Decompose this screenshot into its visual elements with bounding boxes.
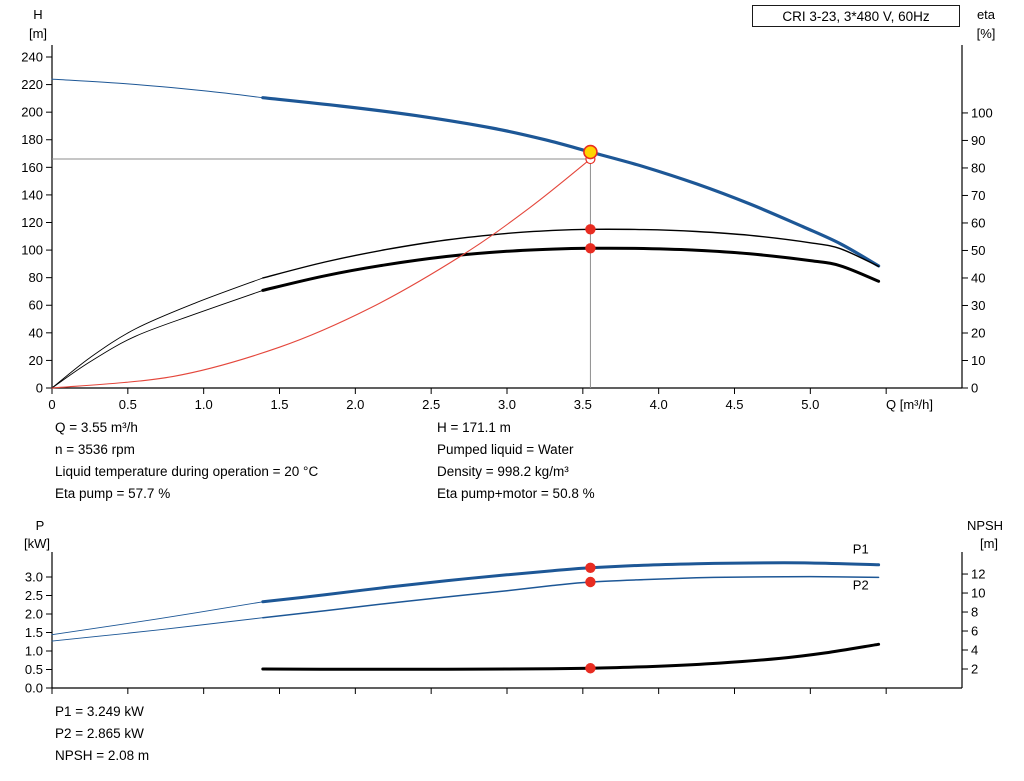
y-left-tick-label: 140 xyxy=(21,187,43,202)
speed-text: n = 3536 rpm xyxy=(55,442,135,457)
y-left-tick-label: 0.0 xyxy=(25,681,43,696)
y-right-tick-label: 40 xyxy=(971,270,985,285)
eta-pump-motor-curve xyxy=(261,246,881,292)
y-left-tick-label: 100 xyxy=(21,243,43,258)
x-tick-label: 1.0 xyxy=(195,397,213,412)
npsh-text: NPSH = 2.08 m xyxy=(55,748,150,763)
p1-curve xyxy=(261,561,881,604)
y-left-tick-label: 20 xyxy=(29,353,43,368)
y-left-tick-label: 60 xyxy=(29,298,43,313)
x-tick-label: 1.5 xyxy=(270,397,288,412)
y-right-tick-label: 12 xyxy=(971,567,985,582)
duty-info-right: H = 171.1 m Pumped liquid = Water Densit… xyxy=(437,417,595,505)
pumped-liquid-text: Pumped liquid = Water xyxy=(437,442,574,457)
y-left-tick-label: 3.0 xyxy=(25,570,43,585)
y-left-tick-label: 40 xyxy=(29,325,43,340)
operating-point-dot xyxy=(585,243,596,254)
y-left-tick-label: 160 xyxy=(21,160,43,175)
duty-head-text: H = 171.1 m xyxy=(437,420,511,435)
x-tick-label: 3.0 xyxy=(498,397,516,412)
eta-pump-extension xyxy=(51,277,264,389)
x-tick-label: 2.0 xyxy=(346,397,364,412)
y-left-tick-label: 0.5 xyxy=(25,662,43,677)
power-npsh-chart: 0.0 0.5 1.0 1.5 2.0 2.5 3.0 2 4 6 8 10 12 P1 P2 P [kW] NP… xyxy=(24,518,1003,696)
x-axis-title: Q [m³/h] xyxy=(886,397,933,412)
pump-curve-extension xyxy=(51,78,264,99)
y-right-tick-label: 80 xyxy=(971,160,985,175)
y-right-tick-label: 10 xyxy=(971,353,985,368)
x-tick-label: 0 xyxy=(48,397,55,412)
operating-point-dot xyxy=(585,663,596,674)
y-right-axis-title: NPSH xyxy=(967,518,1003,533)
y-left-tick-label: 1.5 xyxy=(25,625,43,640)
p2-extension xyxy=(51,617,264,642)
y-left-tick-label: 0 xyxy=(36,381,43,396)
y-left-tick-label: 180 xyxy=(21,132,43,147)
eta-pump-motor-extension xyxy=(51,289,264,389)
y-left-tick-label: 2.5 xyxy=(25,588,43,603)
y-right-axis-title: [m] xyxy=(980,536,998,551)
x-tick-label: 0.5 xyxy=(119,397,137,412)
p2-curve xyxy=(262,575,880,619)
pump-curve xyxy=(261,96,881,268)
x-tick-label: 2.5 xyxy=(422,397,440,412)
series-label-p1: P1 xyxy=(853,541,869,556)
y-right-tick-label: 20 xyxy=(971,325,985,340)
y-right-tick-label: 0 xyxy=(971,381,978,396)
p1-text: P1 = 3.249 kW xyxy=(55,704,144,719)
p1-extension xyxy=(51,601,264,636)
y-left-axis-title: H xyxy=(33,7,42,22)
density-text: Density = 998.2 kg/m³ xyxy=(437,464,569,479)
operating-point-dot xyxy=(585,562,596,573)
y-right-tick-label: 4 xyxy=(971,643,978,658)
duty-flow-text: Q = 3.55 m³/h xyxy=(55,420,138,435)
series-label-p2: P2 xyxy=(853,578,869,593)
operating-point-dot xyxy=(585,224,596,235)
y-left-axis-title: [kW] xyxy=(24,536,50,551)
y-right-axis-title: eta xyxy=(977,7,996,22)
y-left-tick-label: 200 xyxy=(21,105,43,120)
y-right-tick-label: 30 xyxy=(971,298,985,313)
y-left-tick-label: 220 xyxy=(21,77,43,92)
y-right-tick-label: 8 xyxy=(971,605,978,620)
y-left-tick-label: 120 xyxy=(21,215,43,230)
y-right-tick-label: 70 xyxy=(971,188,985,203)
y-right-tick-label: 100 xyxy=(971,105,993,120)
head-efficiency-chart: 0 0.5 1.0 1.5 2.0 2.5 3.0 3.5 4.0 4.5 5.0 0 20 40 60 80… xyxy=(21,7,996,412)
y-right-tick-label: 10 xyxy=(971,586,985,601)
power-info: P1 = 3.249 kW P2 = 2.865 kW NPSH = 2.08 … xyxy=(55,701,149,767)
duty-info-left: Q = 3.55 m³/h n = 3536 rpm Liquid temper… xyxy=(55,417,318,505)
y-left-tick-label: 1.0 xyxy=(25,644,43,659)
y-left-tick-label: 2.0 xyxy=(25,607,43,622)
pump-model-box: CRI 3-23, 3*480 V, 60Hz xyxy=(752,5,960,27)
y-right-tick-label: 6 xyxy=(971,624,978,639)
system-curve xyxy=(51,158,591,389)
x-tick-label: 5.0 xyxy=(801,397,819,412)
y-right-tick-label: 90 xyxy=(971,133,985,148)
y-right-axis-title: [%] xyxy=(977,26,996,41)
y-left-tick-label: 240 xyxy=(21,49,43,64)
y-left-axis-title: [m] xyxy=(29,26,47,41)
y-right-tick-label: 60 xyxy=(971,215,985,230)
y-left-axis-title: P xyxy=(36,518,45,533)
x-tick-label: 3.5 xyxy=(574,397,592,412)
y-right-tick-label: 2 xyxy=(971,662,978,677)
liquid-temp-text: Liquid temperature during operation = 20… xyxy=(55,464,319,479)
y-left-tick-label: 80 xyxy=(29,270,43,285)
eta-pump-text: Eta pump = 57.7 % xyxy=(55,486,171,501)
x-tick-label: 4.0 xyxy=(650,397,668,412)
npsh-curve xyxy=(261,642,881,671)
x-tick-label: 4.5 xyxy=(725,397,743,412)
y-right-tick-label: 50 xyxy=(971,243,985,258)
duty-point-marker[interactable] xyxy=(583,144,598,160)
eta-pump-motor-text: Eta pump+motor = 50.8 % xyxy=(437,486,595,501)
p2-text: P2 = 2.865 kW xyxy=(55,726,144,741)
operating-point-dot xyxy=(585,576,596,588)
